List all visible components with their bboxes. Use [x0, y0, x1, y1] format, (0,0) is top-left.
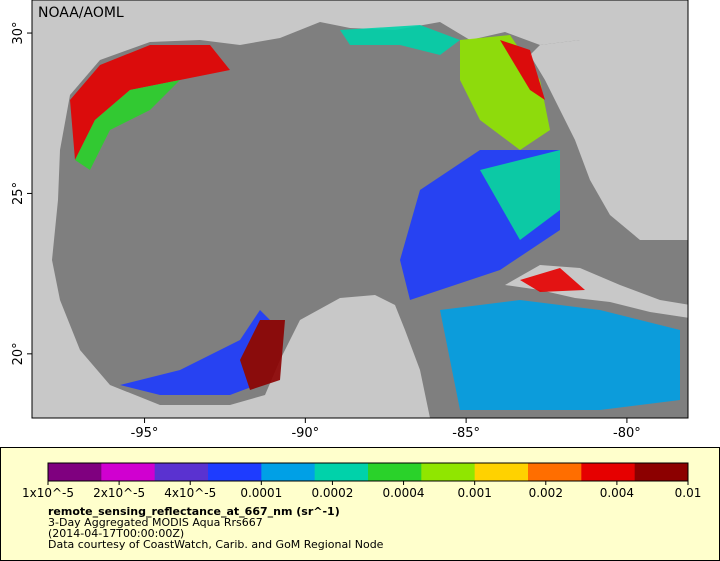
colorbar-segment: [208, 463, 262, 481]
land: [32, 0, 580, 418]
land-florida: [530, 0, 688, 240]
colorbar-tick-label: 2x10^-5: [93, 486, 145, 500]
colorbar-tick-label: 0.01: [675, 486, 702, 500]
colorbar-segment: [474, 463, 529, 481]
colorbar-segment: [314, 463, 369, 481]
caption-variable: remote_sensing_reflectance_at_667_nm (sr…: [48, 505, 340, 518]
colorbar-tick-label: 1x10^-5: [22, 486, 74, 500]
y-tick-label: 30°: [11, 22, 26, 45]
reflectance-data: [70, 25, 680, 410]
colorbar-tick-label: 0.0002: [311, 486, 353, 500]
colorbar-segment: [528, 463, 582, 481]
caption-product: 3-Day Aggregated MODIS Aqua Rrs667: [48, 516, 263, 529]
colorbar-tick-label: 0.0004: [383, 486, 425, 500]
credit: NOAA/AOML: [38, 5, 124, 21]
colorbar-segment: [154, 463, 209, 481]
colorbar-frame: [47, 462, 689, 482]
x-tick-label: -90°: [291, 426, 319, 441]
colorbar: 1x10^-5 2x10^-5 4x10^-5 0.0001 0.0002 0.0004 0…: [22, 462, 702, 500]
colorbar-tick-label: 0.002: [529, 486, 563, 500]
colorbar-tick-label: 0.0001: [240, 486, 282, 500]
colorbar-segment: [48, 463, 102, 481]
colorbar-segment: [368, 463, 422, 481]
x-tick-label: -95°: [131, 426, 159, 441]
colorbar-segment: [634, 463, 689, 481]
colorbar-tick-label: 4x10^-5: [164, 486, 216, 500]
colorbar-tick-label: 0.004: [600, 486, 634, 500]
x-tick-label: -80°: [613, 426, 641, 441]
colorbar-tick-label: 0.001: [457, 486, 491, 500]
colorbar-segment: [261, 463, 316, 481]
caption-source: Data courtesy of CoastWatch, Carib. and …: [48, 538, 384, 551]
y-tick-label: 20°: [11, 342, 26, 365]
y-tick-label: 25°: [11, 182, 26, 205]
colorbar-segment: [421, 463, 476, 481]
colorbar-segment: [101, 463, 156, 481]
colorbar-segment: [581, 463, 636, 481]
map-frame: [31, 0, 689, 419]
x-tick-label: -85°: [452, 426, 480, 441]
map-area: [32, 0, 688, 418]
caption-time: (2014-04-17T00:00:00Z): [48, 527, 184, 540]
